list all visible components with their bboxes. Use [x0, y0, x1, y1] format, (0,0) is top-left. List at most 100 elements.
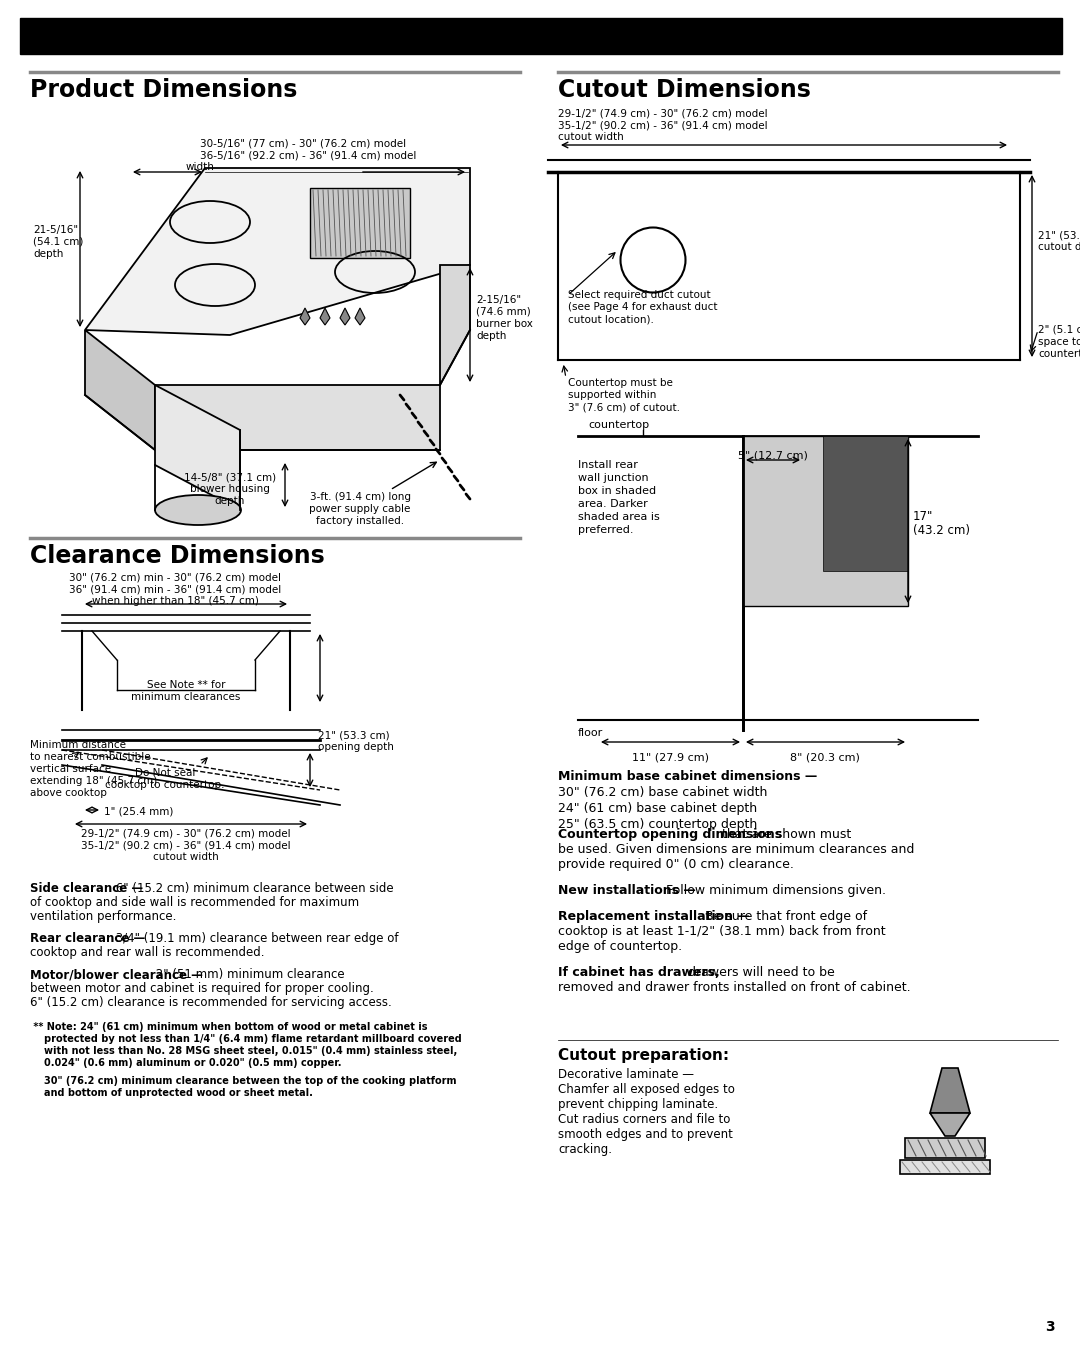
Text: width: width	[186, 161, 215, 172]
Text: 29-1/2" (74.9 cm) - 30" (76.2 cm) model: 29-1/2" (74.9 cm) - 30" (76.2 cm) model	[558, 108, 768, 118]
Text: Chamfer all exposed edges to: Chamfer all exposed edges to	[558, 1083, 734, 1096]
Text: cooktop to countertop.: cooktop to countertop.	[105, 780, 225, 790]
Text: 3: 3	[1045, 1319, 1055, 1334]
Bar	[823, 436, 908, 572]
Text: 21" (53.3 cm): 21" (53.3 cm)	[1038, 230, 1080, 239]
Text: 11" (27.9 cm): 11" (27.9 cm)	[632, 752, 708, 763]
Text: Clearance Dimensions: Clearance Dimensions	[30, 543, 325, 568]
Text: Side clearance —: Side clearance —	[30, 882, 144, 894]
Text: (43.2 cm): (43.2 cm)	[913, 525, 970, 537]
Polygon shape	[440, 265, 470, 385]
Text: above cooktop: above cooktop	[30, 788, 107, 798]
Bar	[21, 17, 1062, 54]
Text: depth: depth	[476, 331, 507, 342]
Text: between motor and cabinet is required for proper cooling.: between motor and cabinet is required fo…	[30, 982, 374, 995]
Polygon shape	[85, 330, 156, 451]
Text: prevent chipping laminate.: prevent chipping laminate.	[558, 1098, 718, 1111]
Text: Countertop must be: Countertop must be	[568, 378, 673, 387]
Text: 8" (20.3 cm): 8" (20.3 cm)	[791, 752, 860, 763]
Text: with not less than No. 28 MSG sheet steel, 0.015" (0.4 mm) stainless steel,: with not less than No. 28 MSG sheet stee…	[44, 1046, 457, 1056]
Text: ventilation performance.: ventilation performance.	[30, 911, 176, 923]
Text: Follow minimum dimensions given.: Follow minimum dimensions given.	[662, 884, 887, 897]
Text: 3-ft. (91.4 cm) long: 3-ft. (91.4 cm) long	[310, 492, 410, 502]
Text: factory installed.: factory installed.	[316, 516, 404, 526]
Text: when higher than 18" (45.7 cm): when higher than 18" (45.7 cm)	[92, 596, 258, 607]
Text: 35-1/2" (90.2 cm) - 36" (91.4 cm) model: 35-1/2" (90.2 cm) - 36" (91.4 cm) model	[558, 120, 768, 130]
Text: 35-1/2" (90.2 cm) - 36" (91.4 cm) model: 35-1/2" (90.2 cm) - 36" (91.4 cm) model	[81, 841, 291, 850]
Text: countertop: countertop	[1038, 348, 1080, 359]
Text: drawers will need to be: drawers will need to be	[685, 966, 835, 979]
Text: blower housing: blower housing	[190, 484, 270, 494]
Polygon shape	[340, 308, 350, 325]
Text: depth: depth	[33, 249, 64, 260]
Text: floor: floor	[578, 728, 604, 738]
Text: cutout location).: cutout location).	[568, 313, 653, 324]
Text: 36-5/16" (92.2 cm) - 36" (91.4 cm) model: 36-5/16" (92.2 cm) - 36" (91.4 cm) model	[200, 151, 417, 160]
Text: countertop: countertop	[588, 420, 649, 430]
Polygon shape	[930, 1068, 970, 1114]
Text: 2" (51 mm) minimum clearance: 2" (51 mm) minimum clearance	[152, 968, 345, 981]
Text: 3/4" (19.1 mm) clearance between rear edge of: 3/4" (19.1 mm) clearance between rear ed…	[111, 932, 399, 946]
Text: burner box: burner box	[476, 319, 532, 330]
Text: Cutout preparation:: Cutout preparation:	[558, 1048, 729, 1063]
Text: extending 18" (45.7 cm): extending 18" (45.7 cm)	[30, 776, 158, 785]
Text: 25" (63.5 cm) countertop depth: 25" (63.5 cm) countertop depth	[558, 818, 757, 831]
Text: 3" (7.6 cm) of cutout.: 3" (7.6 cm) of cutout.	[568, 402, 680, 412]
Text: Install rear: Install rear	[578, 460, 638, 469]
Text: power supply cable: power supply cable	[309, 504, 410, 514]
Text: 21" (53.3 cm): 21" (53.3 cm)	[318, 730, 390, 740]
Text: cutout width: cutout width	[558, 132, 624, 143]
Text: 21-5/16": 21-5/16"	[33, 225, 78, 235]
Text: box in shaded: box in shaded	[578, 486, 657, 496]
Text: 6" (15.2 cm) minimum clearance between side: 6" (15.2 cm) minimum clearance between s…	[111, 882, 393, 894]
Polygon shape	[320, 308, 330, 325]
Text: that are shown must: that are shown must	[717, 829, 851, 841]
Text: If cabinet has drawers,: If cabinet has drawers,	[558, 966, 719, 979]
Text: 2" (5.1 cm) minimum: 2" (5.1 cm) minimum	[1038, 325, 1080, 335]
Text: ** Note: 24" (61 cm) minimum when bottom of wood or metal cabinet is: ** Note: 24" (61 cm) minimum when bottom…	[30, 1022, 428, 1032]
Text: preferred.: preferred.	[578, 525, 634, 535]
Text: 1" (25.4 mm): 1" (25.4 mm)	[104, 806, 174, 816]
Text: 14-5/8" (37.1 cm): 14-5/8" (37.1 cm)	[184, 472, 276, 482]
Polygon shape	[300, 308, 310, 325]
Text: area. Darker: area. Darker	[578, 499, 648, 508]
Text: 5" (12.7 cm): 5" (12.7 cm)	[738, 451, 808, 460]
Text: be used. Given dimensions are minimum clearances and: be used. Given dimensions are minimum cl…	[558, 843, 915, 855]
Text: smooth edges and to prevent: smooth edges and to prevent	[558, 1128, 733, 1141]
Text: Minimum distance: Minimum distance	[30, 740, 126, 751]
Polygon shape	[905, 1138, 985, 1158]
Bar	[743, 436, 908, 607]
Polygon shape	[930, 1114, 970, 1137]
Polygon shape	[85, 168, 470, 335]
Polygon shape	[156, 385, 440, 451]
Text: Rear clearance —: Rear clearance —	[30, 932, 145, 946]
Text: of cooktop and side wall is recommended for maximum: of cooktop and side wall is recommended …	[30, 896, 360, 909]
Text: (see Page 4 for exhaust duct: (see Page 4 for exhaust duct	[568, 303, 717, 312]
Text: cracking.: cracking.	[558, 1143, 612, 1155]
Text: 0.024" (0.6 mm) aluminum or 0.020" (0.5 mm) copper.: 0.024" (0.6 mm) aluminum or 0.020" (0.5 …	[44, 1059, 341, 1068]
Polygon shape	[156, 385, 240, 510]
Text: shaded area is: shaded area is	[578, 512, 660, 522]
Text: supported within: supported within	[568, 390, 657, 399]
Text: (54.1 cm): (54.1 cm)	[33, 237, 83, 247]
Text: 24" (61 cm) base cabinet depth: 24" (61 cm) base cabinet depth	[558, 802, 757, 815]
Text: 30" (76.2 cm) minimum clearance between the top of the cooking platform: 30" (76.2 cm) minimum clearance between …	[44, 1076, 457, 1085]
Text: and bottom of unprotected wood or sheet metal.: and bottom of unprotected wood or sheet …	[44, 1088, 313, 1098]
Text: 36" (91.4 cm) min - 36" (91.4 cm) model: 36" (91.4 cm) min - 36" (91.4 cm) model	[69, 584, 281, 594]
Text: Cut radius corners and file to: Cut radius corners and file to	[558, 1114, 730, 1126]
Text: Product Dimensions: Product Dimensions	[30, 78, 297, 102]
Text: (74.6 mm): (74.6 mm)	[476, 307, 530, 317]
Text: Replacement installation —: Replacement installation —	[558, 911, 750, 923]
Text: Countertop opening dimensions: Countertop opening dimensions	[558, 829, 782, 841]
Text: Motor/blower clearance —: Motor/blower clearance —	[30, 968, 203, 981]
Polygon shape	[900, 1159, 990, 1174]
Text: 30-5/16" (77 cm) - 30" (76.2 cm) model: 30-5/16" (77 cm) - 30" (76.2 cm) model	[200, 139, 406, 148]
Text: 17": 17"	[913, 510, 933, 523]
Polygon shape	[355, 308, 365, 325]
Text: cutout depth: cutout depth	[1038, 242, 1080, 252]
Text: wall junction: wall junction	[578, 473, 649, 483]
Text: cutout width: cutout width	[153, 851, 219, 862]
Text: space to front edge of: space to front edge of	[1038, 338, 1080, 347]
Text: protected by not less than 1/4" (6.4 mm) flame retardant millboard covered: protected by not less than 1/4" (6.4 mm)…	[44, 1034, 462, 1044]
Text: 6" (15.2 cm) clearance is recommended for servicing access.: 6" (15.2 cm) clearance is recommended fo…	[30, 997, 392, 1009]
